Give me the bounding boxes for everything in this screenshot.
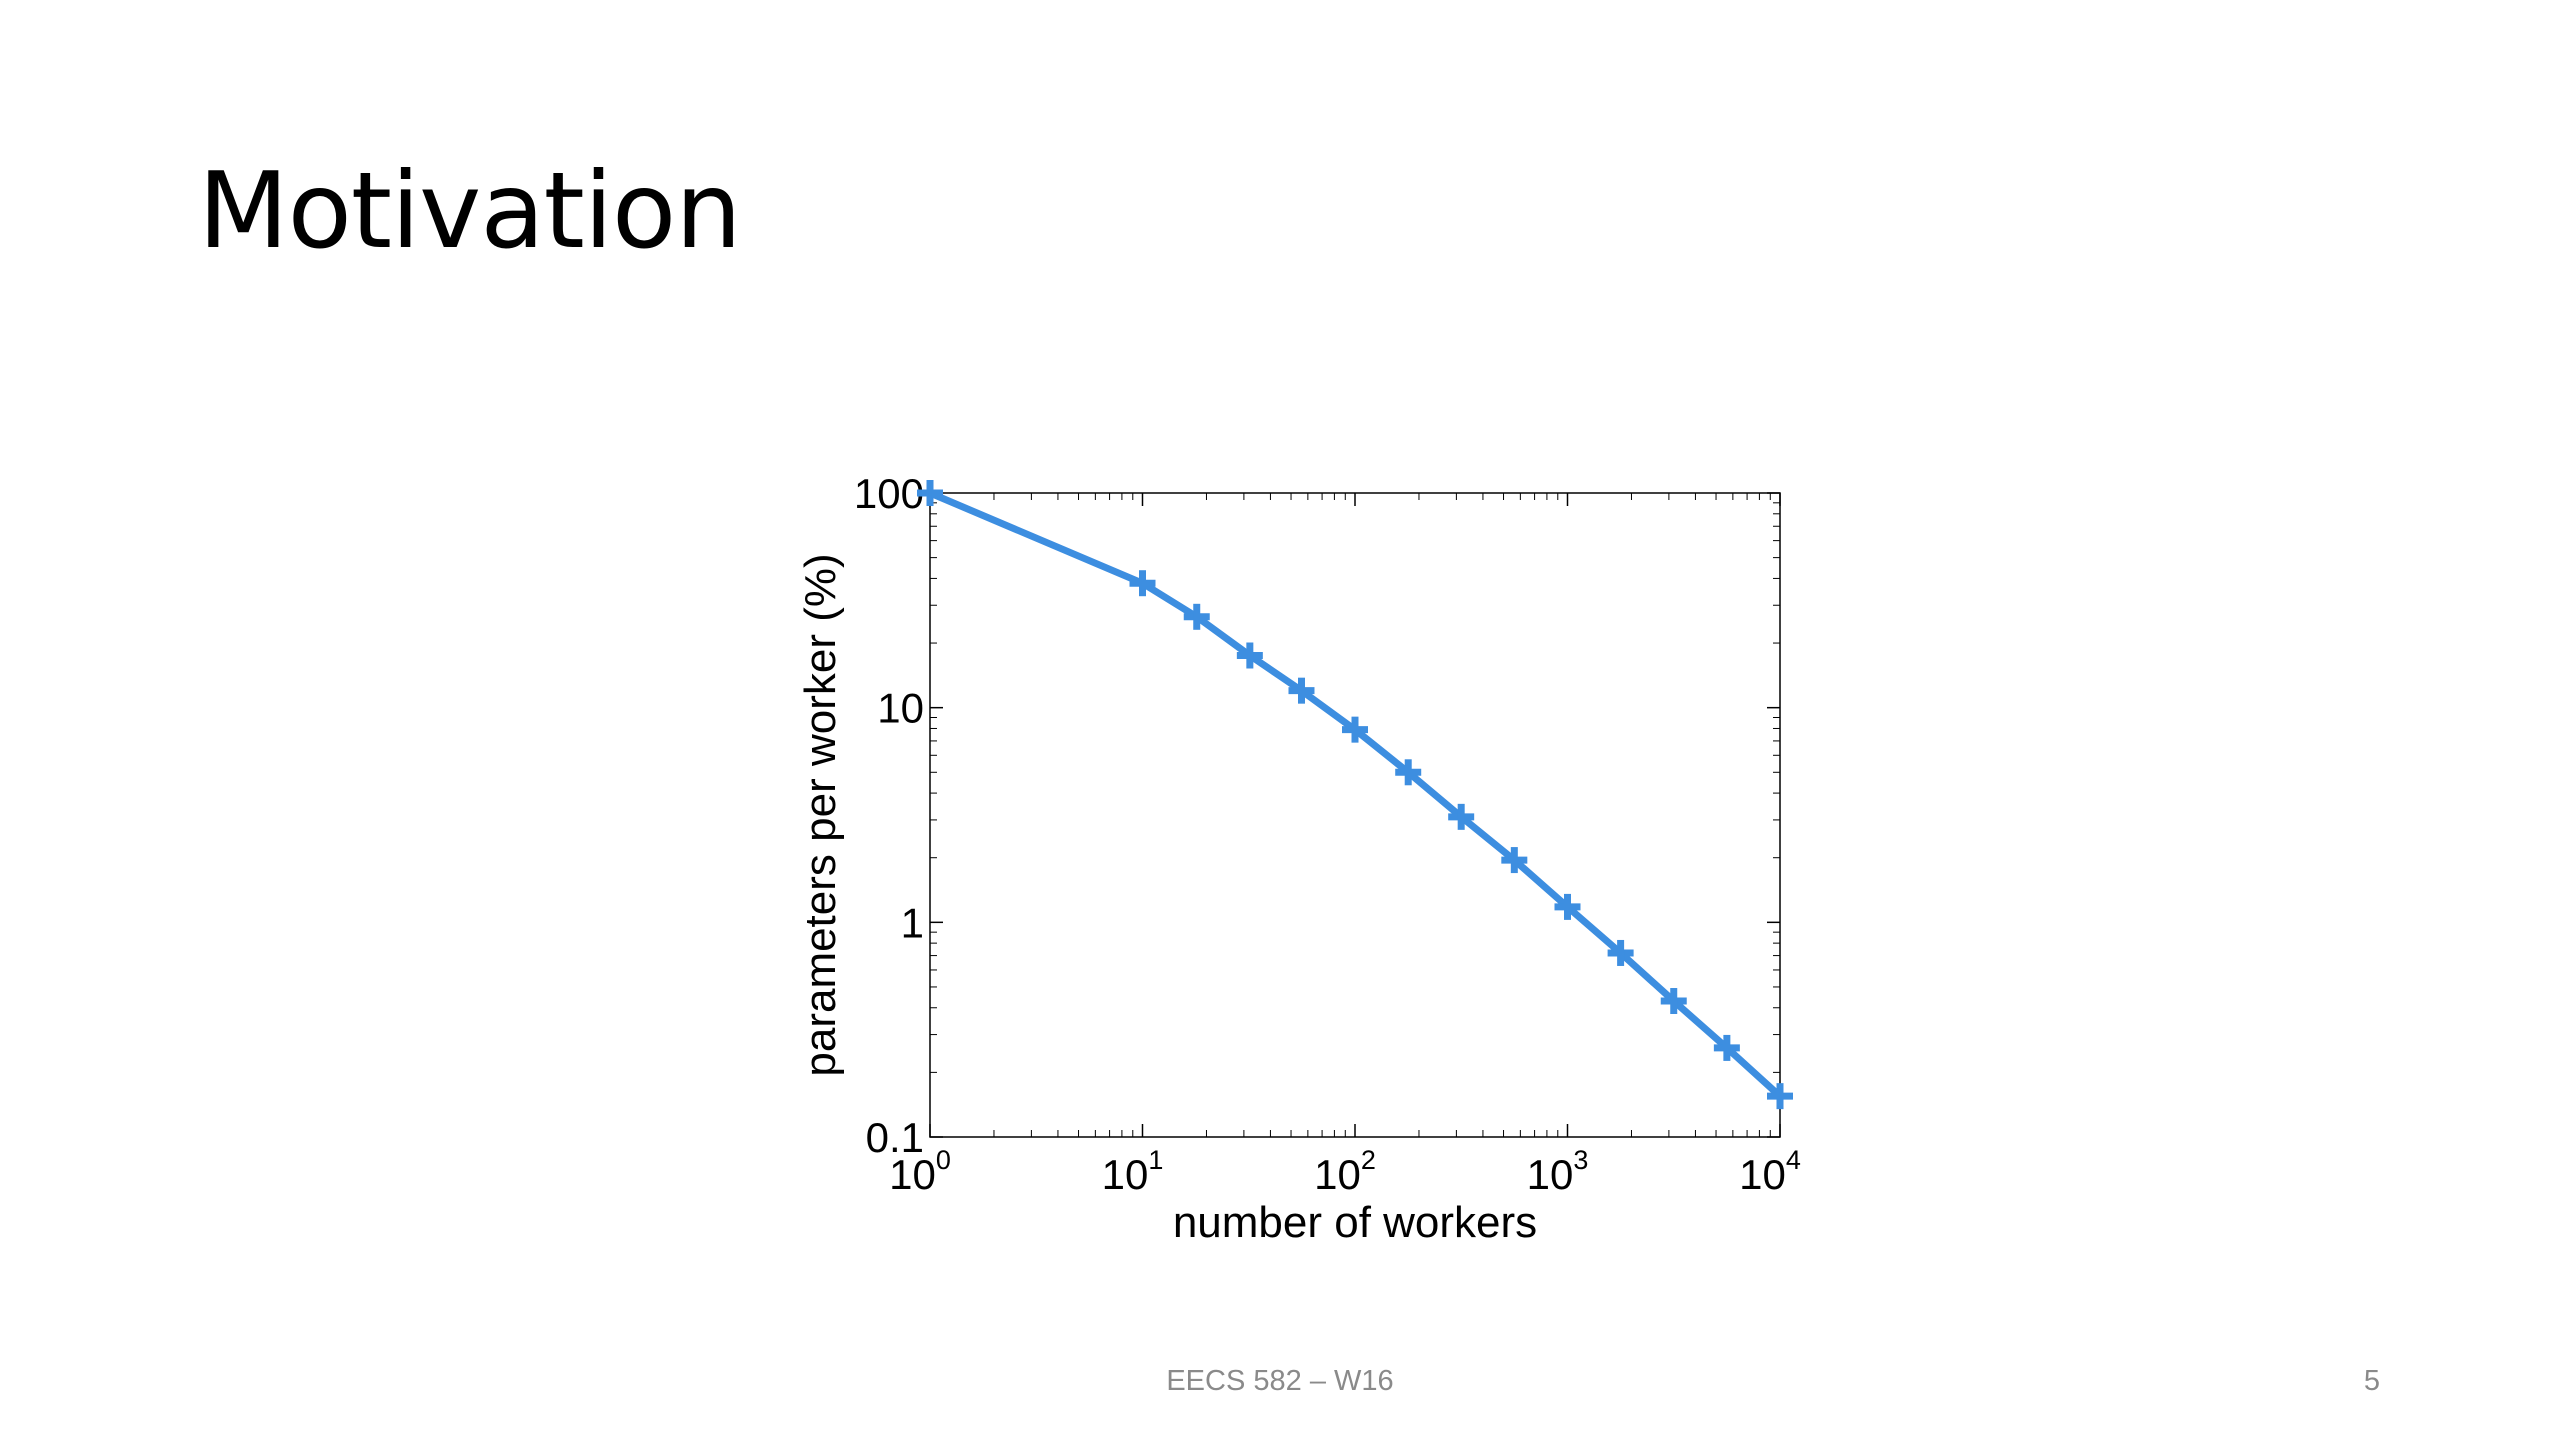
- data-point-marker: [1767, 1083, 1793, 1110]
- slide-footer: EECS 582 – W16: [1166, 1365, 1394, 1397]
- x-tick-label: 104: [1739, 1145, 1801, 1198]
- data-point-marker: [1342, 716, 1368, 743]
- data-point-marker: [1236, 642, 1263, 669]
- data-point-marker: [1288, 677, 1315, 704]
- data-point-marker: [1448, 803, 1475, 830]
- data-point-marker: [917, 480, 943, 506]
- y-tick-label: 100: [854, 470, 924, 517]
- data-point-marker: [1607, 939, 1634, 966]
- x-tick-label: 100: [889, 1145, 951, 1198]
- y-tick-label: 10: [877, 685, 924, 732]
- x-tick-label: 102: [1314, 1145, 1376, 1198]
- data-point-marker: [1395, 759, 1422, 786]
- data-point-marker: [1501, 847, 1528, 874]
- data-point-marker: [1183, 603, 1210, 630]
- y-tick-label: 0.1: [866, 1114, 924, 1161]
- x-tick-label: 103: [1527, 1145, 1589, 1198]
- data-point-marker: [1713, 1034, 1740, 1061]
- x-tick-label: 101: [1102, 1145, 1164, 1198]
- slide-title: Motivation: [198, 150, 742, 272]
- x-axis-label: number of workers: [1173, 1198, 1537, 1247]
- data-point-marker: [1660, 988, 1687, 1015]
- data-point-marker: [1129, 570, 1156, 597]
- y-tick-label: 1: [901, 899, 924, 946]
- plot-frame: [929, 492, 1781, 1138]
- series-line: [926, 489, 1784, 1100]
- page-number: 5: [2363, 1365, 2380, 1397]
- data-point-marker: [1554, 893, 1581, 920]
- y-axis-label: parameters per worker (%): [796, 553, 845, 1076]
